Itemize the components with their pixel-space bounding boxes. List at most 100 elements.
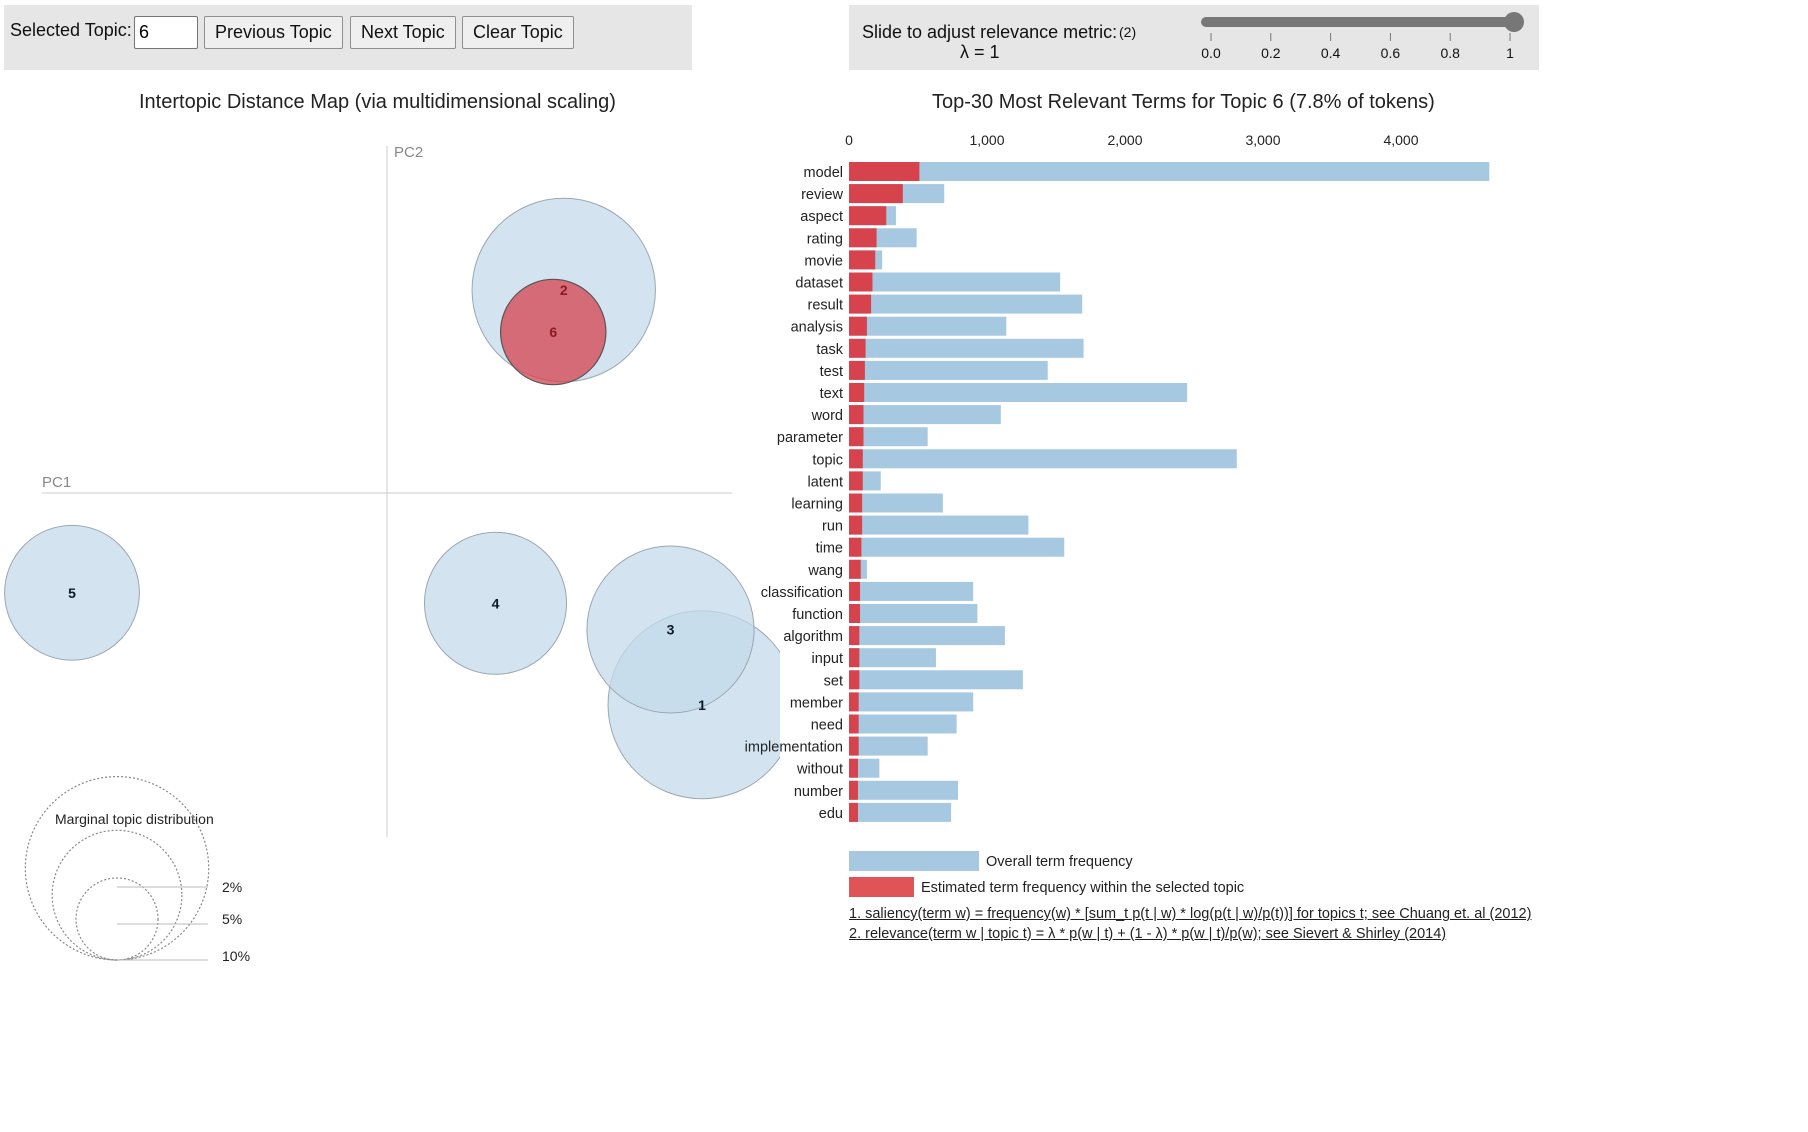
term-label[interactable]: parameter — [777, 430, 843, 446]
topic-bar — [849, 360, 865, 380]
topic-bar — [849, 228, 877, 248]
overall-bar — [849, 537, 1065, 557]
intertopic-map: PC2 PC1 1 2 3 4 5 6 Marginal topic distributi… — [4, 144, 780, 964]
topic-bubbles[interactable]: 1 2 3 4 5 6 — [4, 197, 780, 800]
marginal-label: 2% — [222, 879, 242, 895]
term-label[interactable]: function — [792, 607, 843, 623]
topic-bubble-6-selected[interactable] — [499, 278, 607, 386]
topic-bar — [849, 758, 858, 778]
topic-bar — [849, 405, 864, 425]
term-label[interactable]: algorithm — [783, 629, 843, 645]
term-label[interactable]: need — [811, 718, 843, 734]
term-bars: model review aspect rating movie dataset resul… — [745, 162, 1490, 822]
topic-label-6: 6 — [549, 324, 557, 340]
term-label[interactable]: wang — [807, 563, 843, 579]
term-label[interactable]: set — [824, 673, 843, 689]
pc1-label: PC1 — [42, 474, 71, 491]
term-label[interactable]: result — [808, 298, 843, 314]
overall-bar — [849, 427, 928, 447]
term-label[interactable]: latent — [808, 474, 843, 490]
previous-topic-button[interactable]: Previous Topic — [204, 16, 343, 49]
slider-label: Slide to adjust relevance metric: — [862, 22, 1118, 42]
topic-bar — [849, 780, 858, 800]
term-label[interactable]: input — [812, 651, 843, 667]
relevance-slider[interactable]: 0.0 0.2 0.4 0.6 0.8 1 — [1189, 5, 1549, 70]
term-label[interactable]: test — [820, 364, 843, 380]
term-label[interactable]: word — [811, 408, 843, 424]
term-label[interactable]: analysis — [791, 320, 843, 336]
term-label[interactable]: model — [804, 165, 844, 181]
slider-tick-label: 0.0 — [1201, 45, 1221, 61]
legend-overall-swatch — [849, 851, 979, 871]
selected-topic-label: Selected Topic: — [10, 20, 132, 40]
term-label[interactable]: edu — [819, 806, 843, 822]
overall-bar — [849, 581, 974, 601]
topic-label-2: 2 — [560, 282, 568, 298]
legend-topic-label: Estimated term frequency within the sele… — [921, 880, 1244, 896]
term-label[interactable]: member — [790, 695, 843, 711]
term-label[interactable]: text — [820, 386, 843, 402]
x-tick-label: 4,000 — [1383, 132, 1418, 148]
topic-bar — [849, 338, 866, 358]
term-label[interactable]: implementation — [745, 740, 843, 756]
topic-bar — [849, 206, 887, 226]
overall-bar — [849, 515, 1029, 535]
term-label[interactable]: classification — [761, 585, 843, 601]
x-tick-label: 3,000 — [1245, 132, 1280, 148]
term-label[interactable]: aspect — [800, 209, 843, 225]
topic-bar — [849, 714, 859, 734]
slider-footnote-ref: (2) — [1119, 24, 1137, 40]
term-label[interactable]: number — [794, 784, 843, 800]
topic-bubble-4[interactable] — [423, 531, 568, 675]
slider-thumb[interactable] — [1504, 12, 1524, 32]
term-label[interactable]: learning — [791, 497, 843, 513]
term-label[interactable]: without — [796, 762, 843, 778]
saliency-footnote[interactable]: 1. saliency(term w) = frequency(w) * [su… — [849, 906, 1532, 922]
topic-bar — [849, 537, 862, 557]
topic-label-1: 1 — [698, 697, 706, 713]
term-label[interactable]: rating — [807, 231, 843, 247]
overall-bar — [849, 162, 1490, 181]
topic-bar — [849, 272, 873, 292]
term-label[interactable]: dataset — [795, 276, 843, 292]
overall-bar — [849, 338, 1084, 358]
marginal-label: 10% — [222, 948, 250, 964]
topic-bubble-5[interactable] — [4, 524, 140, 661]
terms-chart-title: Top-30 Most Relevant Terms for Topic 6 (… — [932, 91, 1435, 113]
slider-track[interactable] — [1201, 17, 1516, 27]
overall-bar — [849, 316, 1007, 336]
overall-bar — [849, 736, 928, 756]
marginal-title: Marginal topic distribution — [55, 811, 214, 827]
topic-bar — [849, 515, 863, 535]
overall-bar — [849, 670, 1023, 690]
topic-label-5: 5 — [68, 585, 76, 601]
topic-bubble-3[interactable] — [586, 545, 755, 714]
topic-bar — [849, 802, 858, 822]
selected-topic-input[interactable] — [134, 16, 198, 49]
next-topic-button[interactable]: Next Topic — [350, 16, 456, 49]
topic-bar — [849, 581, 861, 601]
topic-bar — [849, 604, 861, 623]
slider-tick-label: 0.2 — [1261, 45, 1281, 61]
relevance-footnote[interactable]: 2. relevance(term w | topic t) = λ * p(w… — [849, 926, 1447, 942]
term-label[interactable]: movie — [804, 253, 843, 269]
topic-bar — [849, 648, 860, 668]
term-label[interactable]: topic — [812, 452, 843, 468]
term-label[interactable]: task — [816, 342, 843, 358]
topic-bar — [849, 493, 863, 513]
overall-bar — [849, 604, 978, 623]
term-label[interactable]: review — [801, 187, 843, 203]
term-label[interactable]: run — [822, 519, 843, 535]
pc2-label: PC2 — [394, 144, 423, 161]
topic-bar — [849, 383, 865, 402]
clear-topic-button[interactable]: Clear Topic — [462, 16, 574, 49]
topic-bar — [849, 184, 903, 204]
overall-bar — [849, 493, 943, 513]
overall-bar — [849, 692, 974, 712]
term-label[interactable]: time — [816, 541, 843, 557]
relevance-slider-panel: Slide to adjust relevance metric: (2) λ … — [849, 5, 1539, 70]
overall-bar — [849, 383, 1188, 402]
overall-bar — [849, 272, 1061, 292]
